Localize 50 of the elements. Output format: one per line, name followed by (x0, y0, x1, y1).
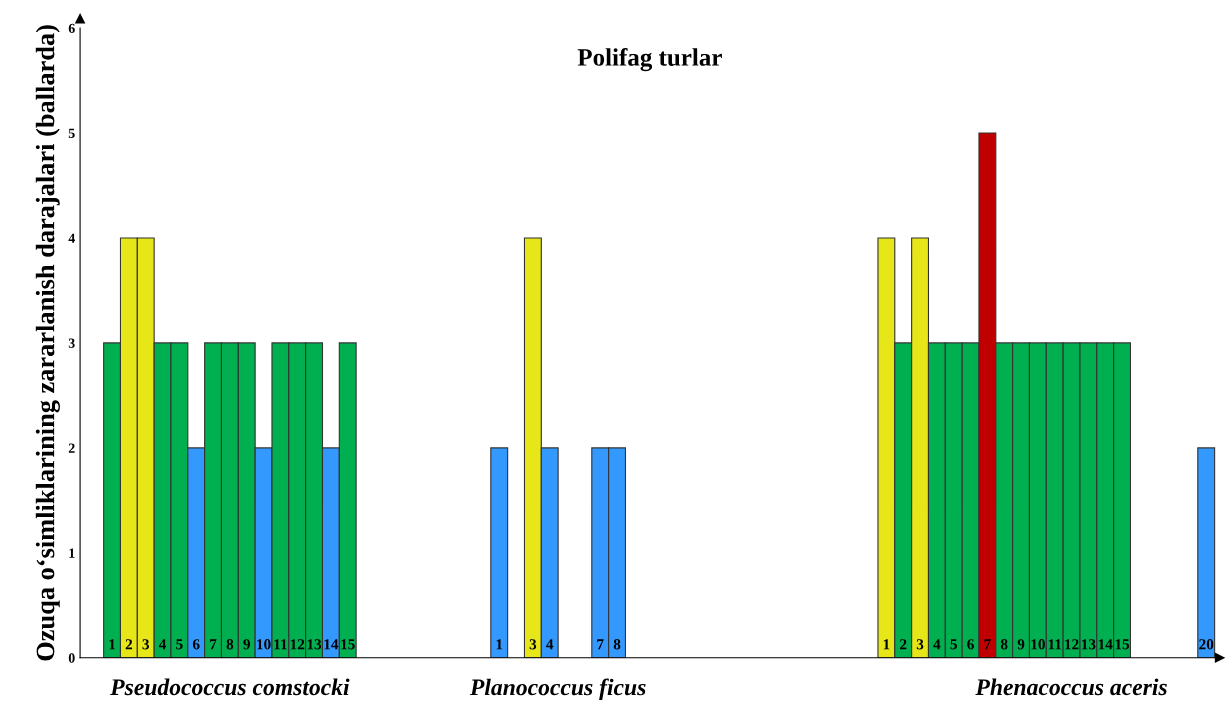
bar (1197, 447, 1216, 658)
y-tick-label: 0 (68, 653, 75, 663)
x-tick-label: 3 (529, 639, 537, 650)
x-tick-label: 20 (1199, 639, 1214, 650)
x-tick-label: 7 (984, 639, 991, 650)
y-tick-label: 3 (68, 338, 75, 348)
bar (490, 447, 509, 658)
x-tick-label: 3 (916, 639, 924, 650)
x-tick-label: 7 (210, 639, 217, 650)
x-tick-label: 5 (950, 639, 957, 650)
text: Planococcus ficus (469, 678, 646, 701)
x-tick-label: 15 (341, 639, 355, 650)
x-tick-label: 4 (933, 639, 941, 650)
y-tick-label: 4 (68, 233, 75, 243)
x-tick-label: 2 (900, 639, 907, 650)
x-tick-label: 8 (226, 639, 234, 650)
x-tick-label: 12 (290, 639, 305, 650)
x-tick-label: 14 (324, 639, 339, 650)
x-tick-label: 10 (257, 639, 271, 650)
y-tick-label: 2 (68, 443, 75, 453)
x-tick-label: 8 (1000, 639, 1008, 650)
x-tick-label: 1 (496, 639, 503, 650)
x-tick-label: 9 (1017, 639, 1025, 650)
x-tick-label: 13 (307, 639, 322, 650)
x-tick-label: 9 (243, 639, 250, 650)
x-tick-label: 6 (192, 639, 200, 650)
y-tick-label: 1 (69, 548, 75, 558)
y-tick-label: 5 (68, 128, 75, 138)
x-tick-label: 6 (967, 639, 974, 650)
x-tick-label: 8 (613, 639, 621, 650)
y-axis-title: Ozuqa o‘simliklarining zararlanish darajalari (ballarda) (35, 25, 60, 661)
x-tick-label: 4 (158, 639, 167, 650)
x-tick-label: 15 (1115, 639, 1130, 650)
text: Phenacoccus aceris (975, 678, 1167, 696)
x-tick-label: 1 (883, 639, 890, 650)
y-tick-label: 6 (68, 23, 75, 34)
x-tick-label: 12 (1065, 639, 1079, 650)
x-tick-label: 3 (142, 639, 150, 650)
text: Pseudococcus comstocki (110, 678, 350, 696)
x-tick-label: 11 (274, 639, 287, 650)
x-tick-label: 14 (1098, 639, 1113, 650)
x-tick-label: 11 (1048, 639, 1062, 650)
x-tick-label: 5 (176, 639, 183, 650)
x-tick-label: 1 (109, 639, 116, 650)
x-tick-label: 4 (546, 639, 554, 650)
x-tick-label: 13 (1081, 639, 1096, 650)
x-tick-label: 10 (1031, 639, 1045, 650)
text: Polifag turlar (577, 48, 722, 72)
x-tick-label: 2 (125, 639, 133, 650)
x-tick-label: 7 (597, 639, 604, 650)
